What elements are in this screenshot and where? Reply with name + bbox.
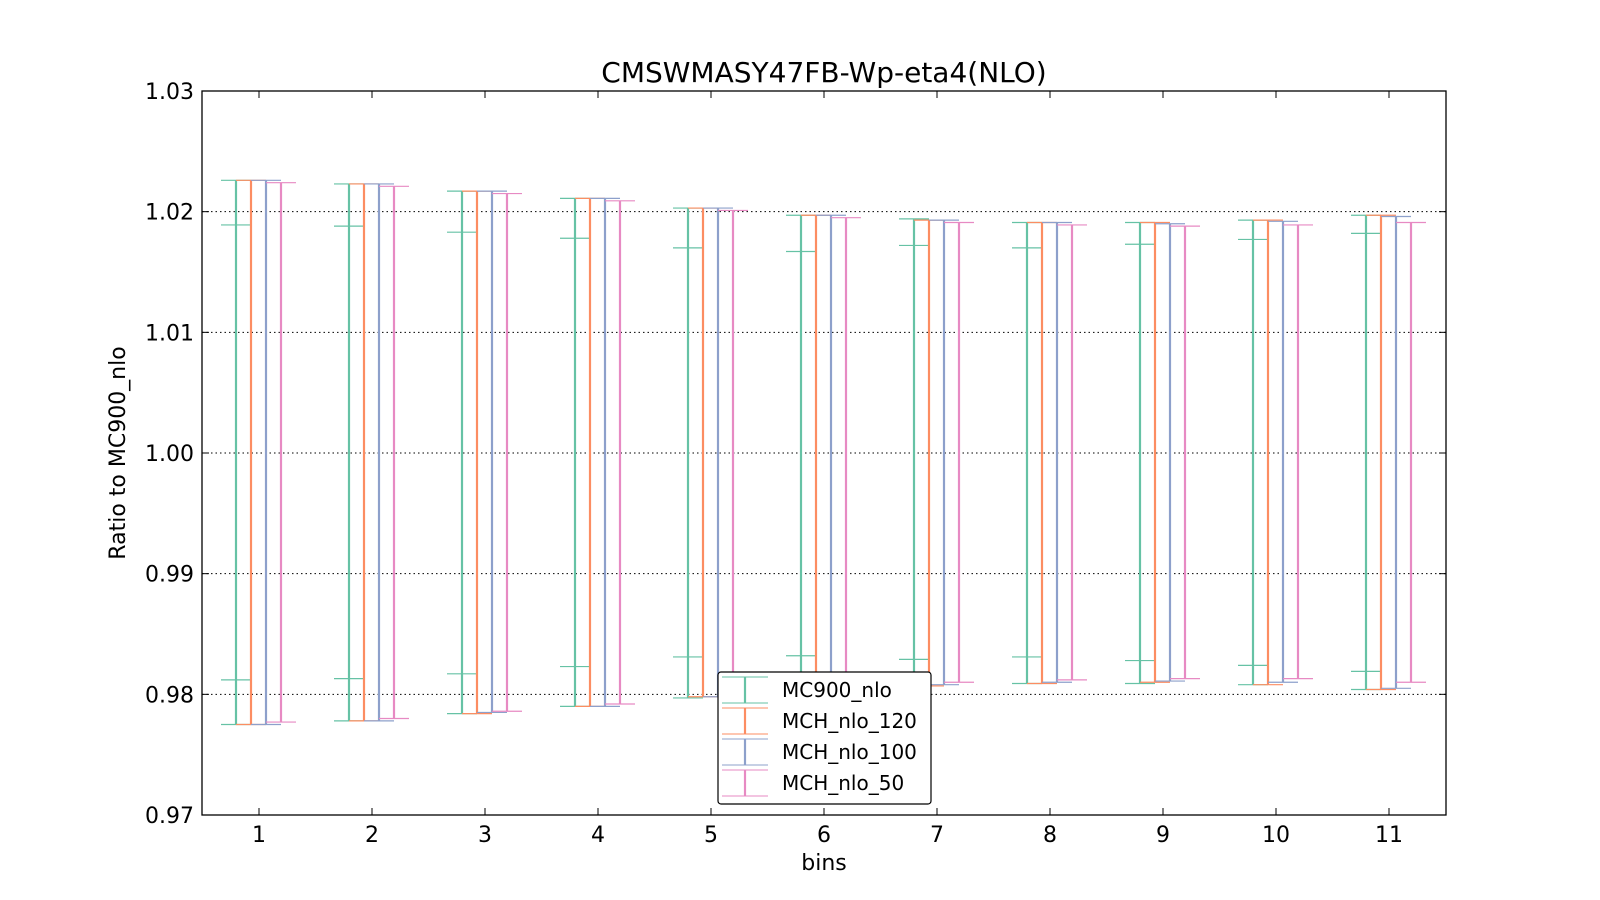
errorbars-layer [221,179,1426,726]
x-tick-label: 5 [704,823,718,848]
x-tick-label: 1 [252,823,266,848]
legend-label-MCH_nlo_100: MCH_nlo_100 [782,740,917,764]
x-tick-label: 4 [591,823,605,848]
y-tick-label: 0.99 [145,563,194,588]
ticks-layer: 0.97 0.98 0.99 1.00 1.01 1.02 1.03 1 2 3 4 5 6 7 8 9 10 1… [145,80,1446,848]
x-axis-label: bins [801,851,846,876]
legend-label-MC900_nlo: MC900_nlo [782,678,892,702]
legend: MC900_nlo MCH_nlo_120 MCH_nlo_100 MCH_nlo_5… [717,671,932,805]
y-tick-label: 1.00 [145,442,194,467]
x-tick-label: 7 [930,823,944,848]
x-tick-label: 6 [817,823,831,848]
x-tick-label: 9 [1156,823,1170,848]
legend-frame [717,671,932,805]
x-tick-label: 10 [1262,823,1290,848]
x-tick-label: 11 [1375,823,1403,848]
x-tick-label: 8 [1043,823,1057,848]
y-axis-label: Ratio to MC900_nlo [106,346,131,559]
y-tick-label: 1.02 [145,201,194,226]
x-tick-label: 3 [478,823,492,848]
y-tick-label: 1.01 [145,321,194,346]
x-tick-label: 2 [365,823,379,848]
y-tick-label: 0.97 [145,804,194,829]
legend-label-MCH_nlo_120: MCH_nlo_120 [782,709,917,733]
legend-label-MCH_nlo_50: MCH_nlo_50 [782,771,904,795]
y-tick-label: 0.98 [145,683,194,708]
y-tick-label: 1.03 [145,80,194,105]
chart-title: CMSWMASY47FB-Wp-eta4(NLO) [601,56,1046,89]
